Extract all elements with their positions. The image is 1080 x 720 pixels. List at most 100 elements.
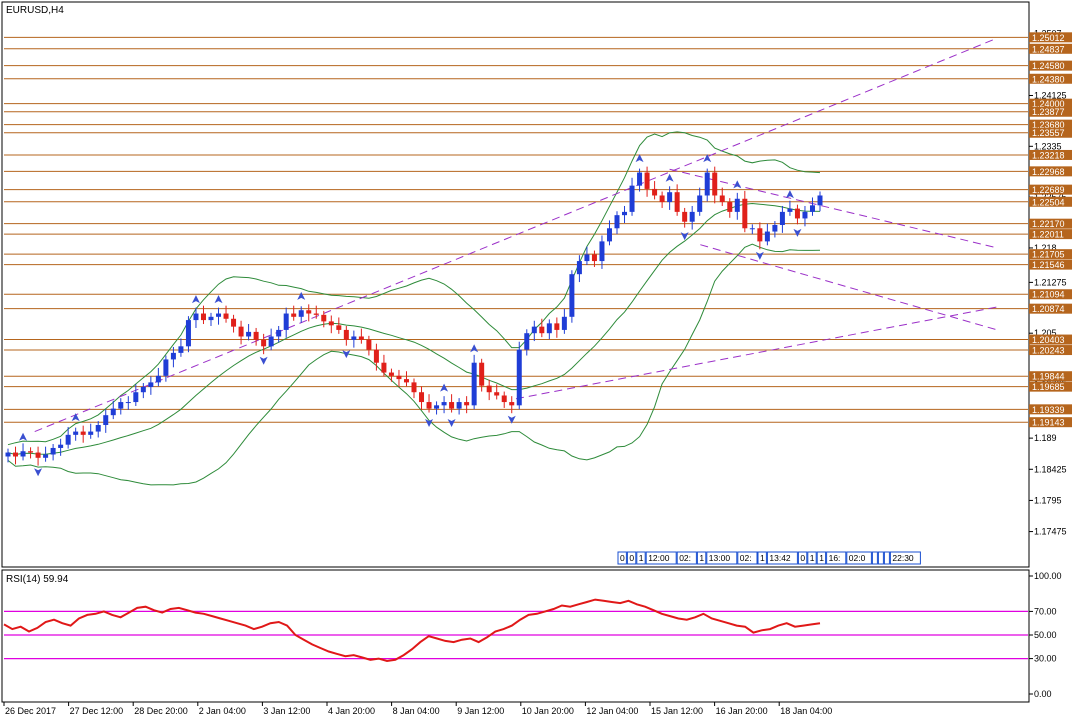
candle-body (403, 379, 409, 383)
main-chart-panel[interactable] (1, 1, 1030, 568)
rsi-tick-label: 50.00 (1034, 630, 1057, 640)
volume-label-box (636, 551, 646, 565)
candle-body (441, 402, 447, 406)
candle-body (261, 339, 267, 347)
price-level-tag-label: 1.20403 (1032, 335, 1065, 345)
candle-body (516, 349, 522, 406)
candle-body (223, 313, 229, 319)
time-tick-label: 12 Jan 04:00 (586, 706, 638, 716)
candle-body (727, 202, 733, 212)
price-level-tag (1029, 73, 1072, 84)
volume-label: 13:42 (769, 553, 791, 563)
candle-body (757, 228, 763, 242)
time-tick-label: 4 Jan 20:00 (328, 706, 375, 716)
candle-body (125, 402, 131, 404)
price-level-tag-label: 1.22504 (1032, 197, 1065, 207)
candle-body (306, 310, 312, 314)
candle-body (749, 228, 755, 230)
trend-line[interactable] (515, 306, 998, 400)
rsi-tick-label: 0.00 (1034, 689, 1052, 699)
fractal-up-icon (733, 180, 742, 189)
price-level-tag-label: 1.25012 (1032, 33, 1065, 43)
price-level-tag (1029, 289, 1072, 300)
candle-body (103, 415, 109, 426)
volume-label-box (877, 551, 884, 565)
volume-label-box (617, 551, 627, 565)
candle-body (253, 331, 259, 340)
candle-body (787, 208, 793, 212)
candle-body (652, 188, 658, 196)
rsi-tick-label: 30.00 (1034, 654, 1057, 664)
candle-body (298, 310, 304, 317)
trend-line[interactable] (34, 37, 998, 433)
time-tick-label: 15 Jan 12:00 (651, 706, 703, 716)
volume-label-box (676, 551, 697, 565)
candle-body (43, 454, 49, 458)
candle-body (73, 431, 79, 435)
volume-label-box (807, 551, 817, 565)
candle-body (155, 375, 161, 383)
candle-body (80, 431, 86, 435)
candle-body (479, 362, 485, 386)
volume-label: 02: (679, 553, 691, 563)
fractal-up-icon (785, 190, 794, 199)
candle-body (809, 205, 815, 212)
fractal-down-icon (680, 232, 689, 241)
bollinger-upper[interactable] (7, 131, 821, 446)
trend-line[interactable] (669, 168, 998, 249)
price-level-tag-label: 1.24837 (1032, 44, 1065, 54)
candle-body (193, 313, 199, 321)
volume-label: 1 (819, 553, 824, 563)
price-level-tag (1029, 98, 1072, 109)
price-level-tag (1029, 43, 1072, 54)
bollinger-bands (7, 131, 821, 486)
candle-body (88, 431, 94, 435)
price-level-tag-label: 1.19685 (1032, 382, 1065, 392)
bollinger-lower[interactable] (7, 243, 821, 486)
price-tick-label: 1.24125 (1034, 90, 1067, 100)
candle-body (614, 215, 620, 229)
rsi-axis: 100.00 70.00 50.00 30.00 0.00 (1029, 571, 1062, 699)
price-level-tag-label: 1.23680 (1032, 120, 1065, 130)
volume-label-box (883, 551, 890, 565)
candle-body (118, 402, 124, 409)
price-level-tag (1029, 404, 1072, 415)
candle-body (373, 349, 379, 363)
candle-body (358, 336, 364, 340)
price-level-tag-label: 1.24580 (1032, 61, 1065, 71)
candle-body (283, 313, 289, 330)
price-level-tag-label: 1.19339 (1032, 405, 1065, 415)
candle-body (539, 326, 545, 334)
candle-body (554, 323, 560, 330)
candle-body (351, 336, 357, 340)
price-level-tag (1029, 371, 1072, 382)
time-tick-label: 28 Dec 20:00 (134, 706, 188, 716)
candle-body (501, 395, 507, 403)
candle-body (95, 425, 101, 432)
candle-body (291, 313, 297, 317)
candle-body (313, 313, 319, 315)
volume-label-box (645, 551, 677, 565)
price-tick-label: 1.189 (1034, 433, 1057, 443)
price-level-tag (1029, 249, 1072, 260)
volume-label: 16: (829, 553, 841, 563)
rsi-panel[interactable] (1, 569, 1030, 703)
volume-label: 1 (810, 553, 815, 563)
price-level-tag-label: 1.24380 (1032, 74, 1065, 84)
fractal-down-icon (34, 468, 43, 477)
fractal-down-icon (259, 356, 268, 365)
price-tick-label: 1.218 (1034, 243, 1057, 253)
candle-body (336, 325, 342, 330)
bollinger-middle[interactable] (7, 202, 821, 456)
candle-body (366, 339, 372, 350)
time-axis: 26 Dec 2017 27 Dec 12:00 28 Dec 20:00 2 Jan… (3, 702, 832, 716)
price-level-tag (1029, 345, 1072, 356)
price-level-tag-label: 1.21705 (1032, 250, 1065, 260)
candle-body (238, 326, 244, 337)
candle-body (464, 402, 470, 406)
candle-body (208, 316, 214, 321)
price-tick-label: 1.18425 (1034, 464, 1067, 474)
price-axis: 1.25071.241251.23351.225751.2181.212751.… (1029, 29, 1072, 537)
candle-body (719, 195, 725, 203)
